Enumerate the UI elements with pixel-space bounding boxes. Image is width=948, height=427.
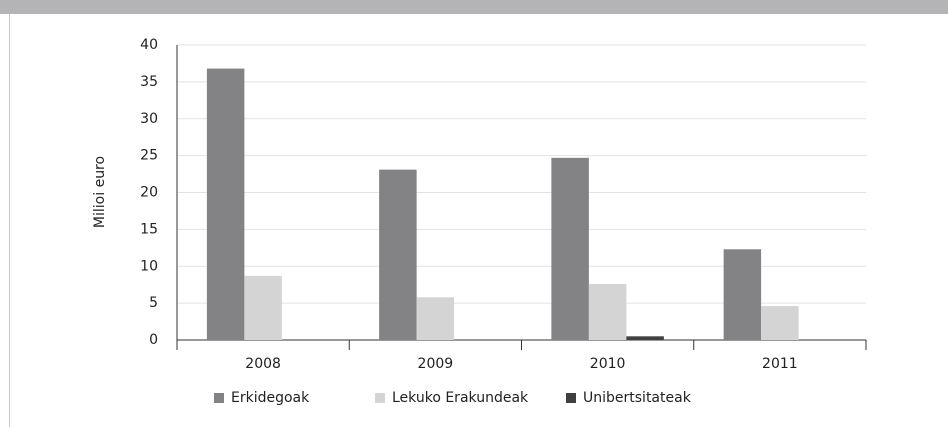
y-tick-label: 0 bbox=[149, 332, 158, 348]
bar bbox=[551, 157, 589, 340]
bar bbox=[206, 68, 245, 340]
bar bbox=[588, 283, 627, 340]
y-tick-label: 25 bbox=[140, 148, 158, 164]
legend-label: Lekuko Erakundeak bbox=[392, 390, 529, 406]
bar bbox=[416, 297, 455, 340]
bar bbox=[244, 275, 282, 340]
y-tick-label: 5 bbox=[149, 295, 158, 311]
legend-swatch bbox=[214, 393, 224, 403]
legend-swatch bbox=[566, 393, 576, 403]
y-tick-label: 15 bbox=[140, 221, 158, 237]
y-axis-label: Milioi euro bbox=[92, 156, 108, 228]
y-tick-label: 20 bbox=[140, 185, 158, 201]
legend-swatch bbox=[375, 393, 385, 403]
y-tick-label: 10 bbox=[140, 258, 158, 274]
bar bbox=[761, 306, 799, 340]
y-tick-label: 40 bbox=[140, 37, 158, 53]
y-tick-label: 35 bbox=[140, 74, 158, 90]
legend-label: Unibertsitateak bbox=[583, 390, 692, 406]
bar bbox=[379, 169, 417, 340]
bar bbox=[626, 336, 664, 340]
x-tick-label: 2008 bbox=[245, 356, 281, 372]
bar bbox=[723, 249, 762, 340]
y-tick-label: 30 bbox=[140, 111, 158, 127]
top-band bbox=[0, 0, 948, 14]
x-tick-label: 2011 bbox=[762, 356, 798, 372]
legend-label: Erkidegoak bbox=[231, 390, 310, 406]
x-tick-label: 2010 bbox=[590, 356, 626, 372]
x-tick-label: 2009 bbox=[418, 356, 454, 372]
